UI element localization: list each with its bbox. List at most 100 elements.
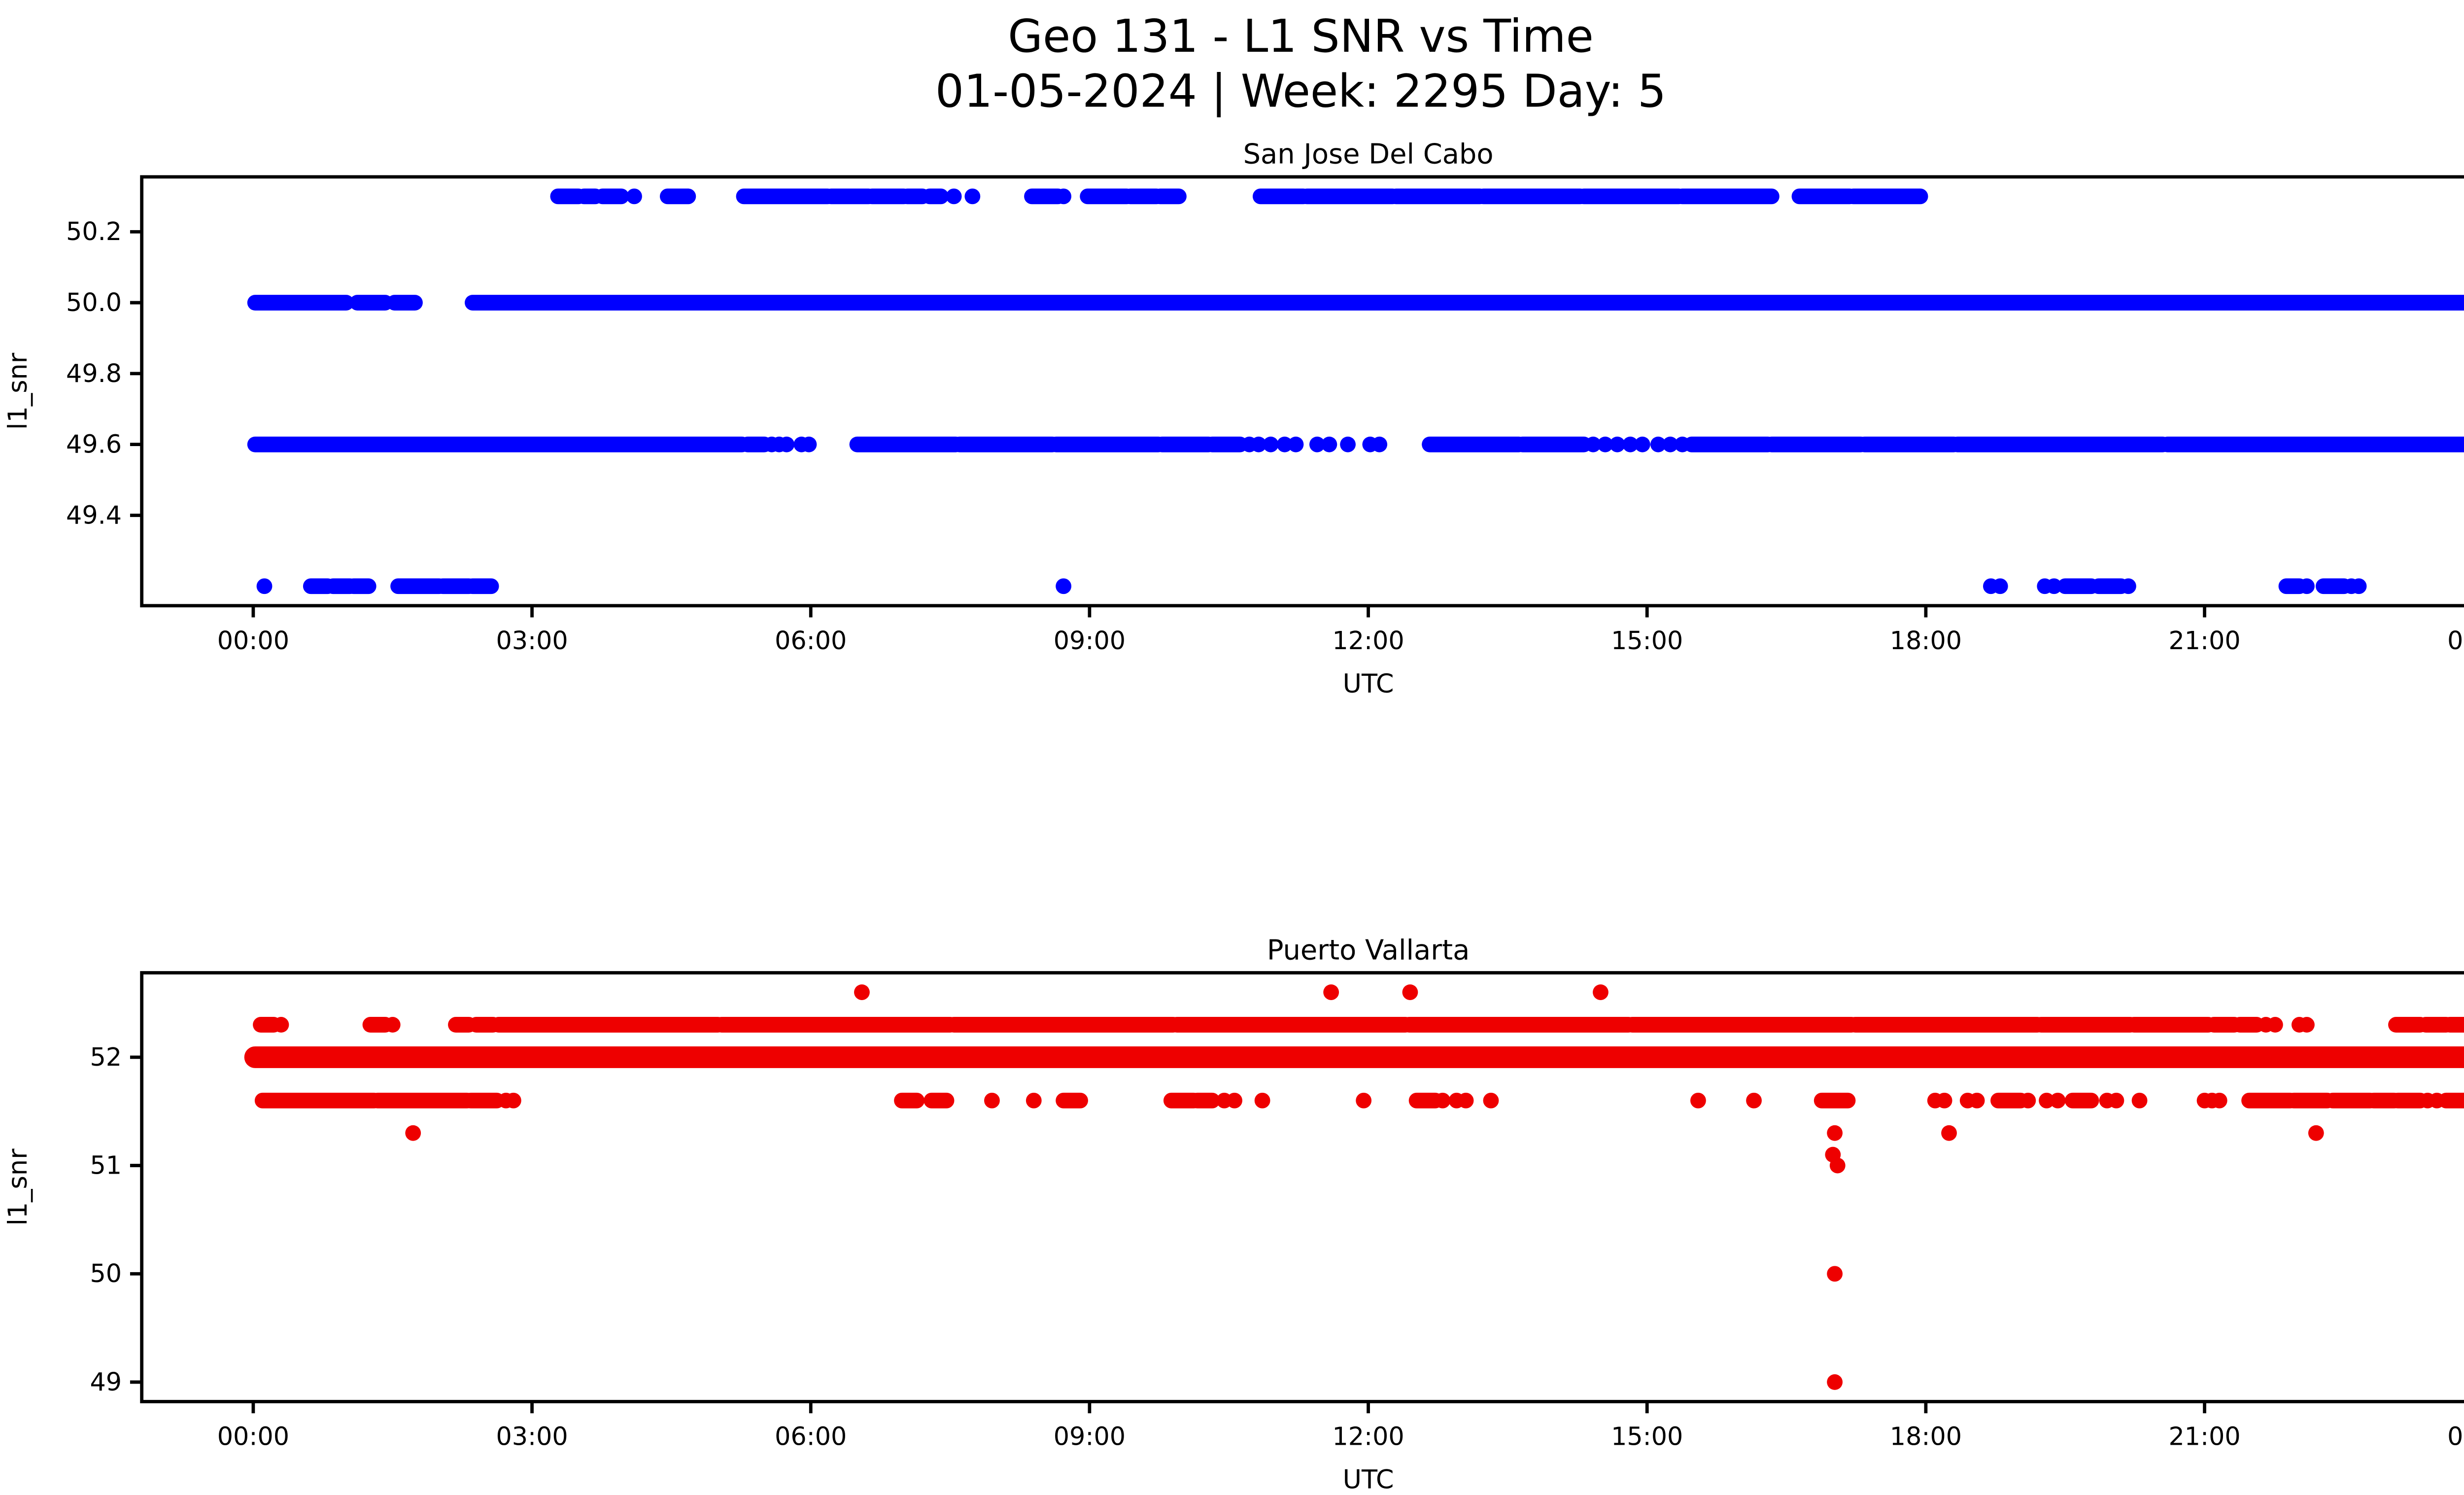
- x-tick-label: 09:00: [1054, 1422, 1126, 1451]
- scatter-point: [1829, 1157, 1846, 1174]
- x-tick-label: 00:00: [217, 626, 289, 655]
- figure-title: Geo 131 - L1 SNR vs Time: [1008, 11, 1594, 64]
- scatter-point: [1597, 436, 1613, 452]
- y-tick-label: 52: [90, 1043, 122, 1072]
- x-tick-label: 18:00: [1890, 626, 1962, 655]
- scatter-point: [384, 1017, 401, 1033]
- subplot-title: Puerto Vallarta: [1267, 934, 1470, 966]
- scatter-point: [1288, 436, 1304, 452]
- x-tick-label: 06:00: [775, 1422, 847, 1451]
- scatter-point: [1634, 436, 1650, 452]
- y-tick-label: 50: [90, 1259, 122, 1288]
- scatter-point: [2267, 1017, 2283, 1033]
- scatter-point: [1056, 188, 1072, 205]
- scatter-point: [2299, 578, 2315, 594]
- scatter-point: [2211, 1092, 2227, 1109]
- scatter-point: [1263, 436, 1279, 452]
- scatter-point: [1827, 1374, 1843, 1390]
- scatter-point: [2131, 1092, 2148, 1109]
- scatter-point: [1340, 436, 1356, 452]
- x-tick-label: 09:00: [1054, 626, 1126, 655]
- scatter-point: [1323, 984, 1339, 1000]
- scatter-point: [1402, 984, 1418, 1000]
- y-axis-label: l1_snr: [3, 352, 33, 430]
- scatter-point: [1276, 436, 1293, 452]
- scatter-point: [2039, 1092, 2054, 1109]
- scatter-point: [2046, 578, 2062, 594]
- scatter-point: [405, 1125, 421, 1141]
- scatter-point: [984, 1092, 1000, 1109]
- scatter-point: [1435, 1092, 1451, 1109]
- scatter-point: [2308, 1125, 2324, 1141]
- figure-subtitle: 01-05-2024 | Week: 2295 Day: 5: [935, 67, 1667, 119]
- scatter-point: [1251, 436, 1266, 452]
- scatter-point: [2429, 1092, 2445, 1109]
- scatter-point: [1662, 436, 1678, 452]
- scatter-point: [854, 984, 870, 1000]
- scatter-point: [1309, 436, 1325, 452]
- scatter-point: [1356, 1092, 1372, 1109]
- x-tick-label: 15:00: [1611, 1422, 1683, 1451]
- scatter-point: [2121, 578, 2136, 594]
- scatter-point: [1026, 1092, 1042, 1109]
- scatter-point: [1969, 1092, 1985, 1109]
- scatter-point: [2050, 1092, 2066, 1109]
- x-tick-label: 12:00: [1332, 1422, 1404, 1451]
- scatter-plot-puerto-vallarta: Puerto Vallarta 00:00 03:00 06:00 09:00 12:00…: [3, 934, 2464, 1494]
- scatter-point: [1585, 436, 1601, 452]
- scatter-point: [2351, 578, 2367, 594]
- x-tick-label: 21:00: [2168, 1422, 2240, 1451]
- scatter-point: [1458, 1092, 1474, 1109]
- scatter-point: [1227, 1092, 1242, 1109]
- scatter-point: [1622, 436, 1639, 452]
- scatter-point: [1371, 436, 1388, 452]
- scatter-point: [1992, 578, 2008, 594]
- axes-frame: [140, 175, 2464, 608]
- scatter-point: [1609, 436, 1625, 452]
- y-tick-label: 51: [90, 1150, 122, 1180]
- axes-frame: [140, 971, 2464, 1403]
- x-axis-label: UTC: [1343, 669, 1394, 697]
- scatter-point: [801, 436, 817, 452]
- scatter-point: [1941, 1125, 1957, 1141]
- scatter-point: [1650, 436, 1666, 452]
- y-tick-label: 49: [90, 1367, 122, 1396]
- x-tick-label: 03:00: [496, 1422, 568, 1451]
- scatter-point: [1827, 1266, 1843, 1282]
- scatter-point: [2020, 1092, 2036, 1109]
- scatter-point: [946, 188, 962, 205]
- subplot-title: San Jose Del Cabo: [1243, 139, 1494, 171]
- y-tick-label: 49.4: [66, 500, 122, 529]
- x-tick-label: 03:00: [496, 626, 568, 655]
- scatter-point: [1483, 1092, 1499, 1109]
- scatter-point: [1674, 436, 1690, 452]
- scatter-point: [1593, 984, 1608, 1000]
- scatter-point: [2108, 1092, 2124, 1109]
- scatter-point: [256, 578, 273, 594]
- y-tick-label: 50.0: [66, 288, 122, 317]
- scatter-point: [505, 1092, 521, 1109]
- x-tick-label: 06:00: [775, 626, 847, 655]
- scatter-point: [1056, 578, 1072, 594]
- y-tick-label: 49.6: [66, 430, 122, 459]
- scatter-point: [273, 1017, 289, 1033]
- scatter-point: [1827, 1125, 1843, 1141]
- x-tick-label: 15:00: [1611, 626, 1683, 655]
- y-tick-label: 49.8: [66, 359, 122, 388]
- y-axis-label: l1_snr: [3, 1148, 33, 1226]
- x-tick-label: 00:00: [2447, 1422, 2464, 1451]
- x-tick-label: 21:00: [2168, 626, 2240, 655]
- scatter-point: [964, 188, 981, 205]
- x-tick-label: 00:00: [217, 1422, 289, 1451]
- x-axis-label: UTC: [1343, 1465, 1394, 1494]
- x-tick-label: 00:00: [2447, 626, 2464, 655]
- scatter-point: [1321, 436, 1337, 452]
- scatter-plot-san-jose-del-cabo: San Jose Del Cabo 00:00 03:00 06:00 09:00 12:…: [3, 139, 2464, 697]
- scatter-point: [2299, 1017, 2315, 1033]
- scatter-point: [1746, 1092, 1762, 1109]
- y-tick-label: 50.2: [66, 217, 122, 246]
- scatter-point: [779, 436, 795, 452]
- x-tick-label: 12:00: [1332, 626, 1404, 655]
- scatter-point: [1936, 1092, 1952, 1109]
